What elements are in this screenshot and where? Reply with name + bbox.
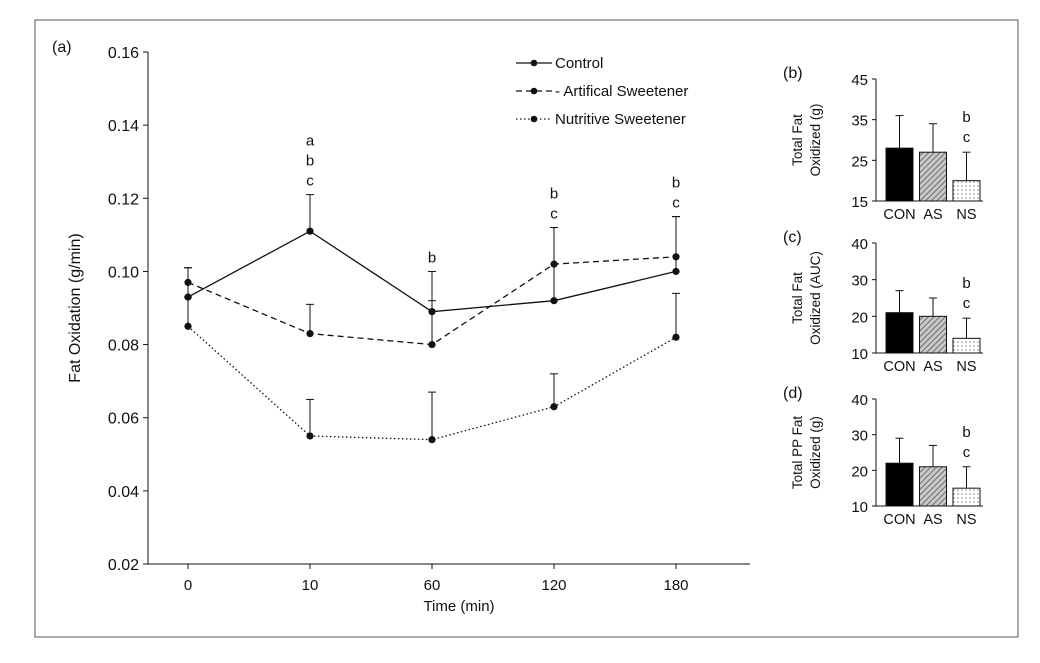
data-point [672, 253, 680, 261]
bar-as [919, 151, 947, 202]
y-tick-label: 0.14 [108, 118, 139, 135]
significance-letter: c [963, 129, 971, 146]
bar-as [919, 466, 947, 507]
x-tick-label: CON [883, 207, 915, 223]
panel-label: (c) [783, 229, 802, 246]
significance-letter: b [962, 275, 970, 292]
y-tick-label: 30 [851, 428, 868, 445]
legend-label: Nutritive Sweetener [555, 111, 686, 128]
panel-label: (b) [783, 65, 803, 82]
panel-a-line-chart: (a) 0.02 0.04 0.06 0.08 0.10 0.12 0.14 0.16 0 10 60… [52, 39, 750, 615]
y-tick-label: 0.04 [108, 484, 139, 501]
significance-letter: c [550, 206, 558, 223]
bar-as [919, 315, 947, 354]
legend-marker [530, 115, 538, 123]
significance-letter: b [550, 186, 558, 203]
y-tick-label: 25 [851, 153, 868, 170]
data-point [550, 403, 558, 411]
significance-letter: c [672, 195, 680, 212]
x-tick-label: CON [883, 512, 915, 528]
significance-letter: b [306, 153, 314, 170]
x-tick-label: 10 [302, 577, 319, 594]
y-axis-title: Fat Oxidation (g/min) [67, 233, 84, 382]
y-tick-label: 10 [851, 499, 868, 516]
y-tick-label: 20 [851, 309, 868, 326]
y-tick-label: 0.12 [108, 191, 139, 208]
y-axis-title: Total Fat [790, 272, 805, 324]
y-tick-label: 0.08 [108, 338, 139, 355]
y-tick-label: 10 [851, 346, 868, 363]
y-tick-label: 40 [851, 392, 868, 409]
x-axis-title: Time (min) [423, 598, 494, 615]
legend-marker [530, 59, 538, 67]
y-tick-label: 20 [851, 463, 868, 480]
x-tick-label: NS [956, 207, 976, 223]
data-point [184, 322, 192, 330]
data-point [306, 330, 314, 338]
panel-label: (a) [52, 39, 72, 56]
y-tick-label: 30 [851, 273, 868, 290]
y-tick-label: 40 [851, 236, 868, 253]
y-axis-title: Oxidized (g) [808, 416, 823, 489]
data-point [672, 267, 680, 276]
bar-con [885, 312, 914, 354]
bar-ns [952, 487, 981, 507]
x-tick-label: 60 [424, 577, 441, 594]
legend-label: Control [555, 55, 603, 72]
y-axis-title: Oxidized (g) [808, 104, 823, 177]
panel-b-bar-chart: (b) 15 25 35 45 Total Fat Oxidized (g) CON AS NS b… [783, 65, 983, 223]
significance-letter: b [672, 175, 680, 192]
x-tick-label: AS [923, 512, 942, 528]
y-tick-label: 0.06 [108, 411, 139, 428]
y-tick-label: 0.02 [108, 557, 139, 574]
x-tick-label: 180 [663, 577, 688, 594]
x-tick-label: 0 [184, 577, 192, 594]
figure-frame [34, 19, 1019, 638]
bar-con [885, 147, 914, 202]
significance-letter: b [428, 249, 436, 266]
data-point [306, 432, 314, 440]
x-tick-label: 120 [541, 577, 566, 594]
series-line-3 [187, 325, 677, 441]
y-tick-label: 0.10 [108, 264, 139, 281]
data-point [306, 227, 314, 235]
y-axis-title: Total PP Fat [790, 416, 805, 490]
x-tick-label: AS [923, 359, 942, 375]
y-tick-label: 45 [851, 72, 868, 89]
data-point [550, 297, 558, 305]
x-tick-label: NS [956, 359, 976, 375]
significance-letter: c [963, 295, 971, 312]
data-point [184, 278, 192, 286]
bar-con [885, 462, 914, 507]
significance-letter: c [963, 444, 971, 461]
significance-letter: a [306, 133, 315, 150]
bar-ns [952, 180, 981, 202]
y-tick-label: 35 [851, 113, 868, 130]
panel-label: (d) [783, 385, 803, 402]
y-tick-label: 15 [851, 194, 868, 211]
x-tick-label: AS [923, 207, 942, 223]
significance-letter: c [306, 173, 314, 190]
bar-ns [952, 337, 981, 354]
data-point [428, 436, 436, 444]
legend-marker [530, 87, 538, 95]
y-axis-title: Oxidized (AUC) [808, 251, 823, 345]
y-tick-label: 0.16 [108, 45, 139, 62]
x-tick-label: NS [956, 512, 976, 528]
legend-label: - Artifical Sweetener [555, 83, 688, 100]
panel-c-bar-chart: (c) 10 20 30 40 Total Fat Oxidized (AUC) CON AS N… [783, 229, 983, 375]
x-tick-label: CON [883, 359, 915, 375]
data-point [672, 333, 680, 341]
y-axis-title: Total Fat [790, 114, 805, 166]
data-point [428, 340, 436, 349]
data-point [550, 260, 558, 268]
significance-letter: b [962, 109, 970, 126]
significance-letter: b [962, 424, 970, 441]
panel-d-bar-chart: (d) 10 20 30 40 Total PP Fat Oxidized (g) CON AS… [783, 385, 983, 528]
